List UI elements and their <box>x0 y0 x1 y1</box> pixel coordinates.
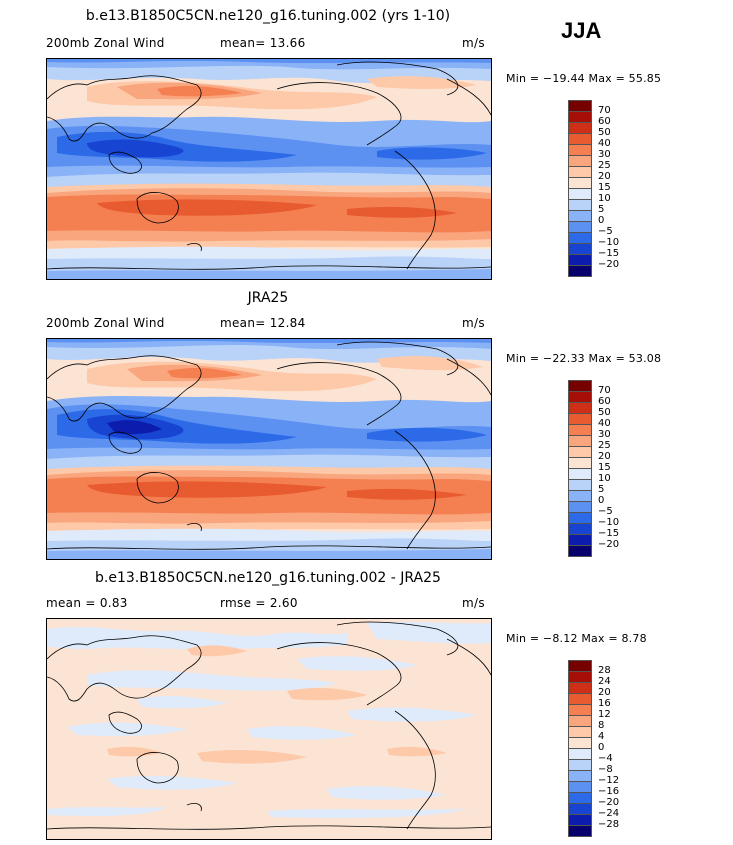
colorbar-tick-label: 5 <box>598 484 605 495</box>
colorbar-tick-label: 15 <box>598 182 611 193</box>
colorbar-tick-label: 25 <box>598 160 611 171</box>
colorbar-tick-label: −5 <box>598 506 613 517</box>
colorbar-tick-label: 20 <box>598 687 611 698</box>
panel1-variable-label: 200mb Zonal Wind <box>46 36 165 50</box>
colorbar-tick-label: −15 <box>598 248 620 259</box>
colorbar-tick-label: 16 <box>598 698 611 709</box>
panel3-title: b.e13.B1850C5CN.ne120_g16.tuning.002 - J… <box>95 570 441 586</box>
colorbar-tick-label: −5 <box>598 226 613 237</box>
colorbar-swatch <box>568 825 592 837</box>
colorbar-tick-label: 60 <box>598 116 611 127</box>
colorbar-tick-label: 0 <box>598 742 605 753</box>
colorbar-tick-label: −24 <box>598 808 620 819</box>
colorbar-tick-label: 40 <box>598 138 611 149</box>
colorbar-tick-label: 8 <box>598 720 605 731</box>
panel1-minmax: Min = −19.44 Max = 55.85 <box>506 72 662 85</box>
colorbar-tick-label: −28 <box>598 819 620 830</box>
panel3-units: m/s <box>462 596 485 610</box>
panel1-units: m/s <box>462 36 485 50</box>
panel1-title: b.e13.B1850C5CN.ne120_g16.tuning.002 (yr… <box>85 8 451 24</box>
panel2-title: JRA25 <box>247 290 289 306</box>
colorbar-tick-label: 60 <box>598 396 611 407</box>
colorbar-swatch <box>568 265 592 277</box>
panel3-map <box>46 618 492 840</box>
colorbar-tick-label: 24 <box>598 676 611 687</box>
colorbar-tick-label: 30 <box>598 429 611 440</box>
panel3-minmax: Min = −8.12 Max = 8.78 <box>506 632 647 645</box>
colorbar-tick-label: 25 <box>598 440 611 451</box>
colorbar-tick-label: −4 <box>598 753 613 764</box>
colorbar-tick-label: 50 <box>598 407 611 418</box>
colorbar-tick-label: 20 <box>598 171 611 182</box>
panel3-mean-label: mean = 0.83 <box>46 596 128 610</box>
colorbar-tick-label: −20 <box>598 259 620 270</box>
panel2-colorbar: 70 60 50 40 30 25 20 15 10 5 0 −5 −10 −15 −20 <box>568 380 619 557</box>
colorbar-tick-label: −16 <box>598 786 620 797</box>
colorbar-tick-label: 30 <box>598 149 611 160</box>
panel3-contour-field <box>47 619 491 839</box>
colorbar-tick-label: −20 <box>598 539 620 550</box>
panel1-mean-label: mean= 13.66 <box>220 36 306 50</box>
colorbar-tick-label: 70 <box>598 105 611 116</box>
colorbar-tick-label: −15 <box>598 528 620 539</box>
colorbar-tick-label: 28 <box>598 665 611 676</box>
colorbar-tick-label: 50 <box>598 127 611 138</box>
colorbar-tick-label: 5 <box>598 204 605 215</box>
panel2-variable-label: 200mb Zonal Wind <box>46 316 165 330</box>
colorbar-tick-label: −10 <box>598 237 620 248</box>
colorbar-tick-label: 12 <box>598 709 611 720</box>
colorbar-tick-label: −12 <box>598 775 620 786</box>
panel2-contour-field <box>47 339 491 559</box>
panel3-colorbar: 28 24 20 16 12 8 4 0 −4 −8 −12 −16 −20 −24 −28 <box>568 660 619 837</box>
season-label: JJA <box>561 18 602 43</box>
panel2-minmax: Min = −22.33 Max = 53.08 <box>506 352 662 365</box>
colorbar-tick-label: 10 <box>598 193 611 204</box>
panel2-mean-label: mean= 12.84 <box>220 316 306 330</box>
colorbar-tick-label: 0 <box>598 495 605 506</box>
colorbar-tick-label: −8 <box>598 764 613 775</box>
colorbar-tick-label: 4 <box>598 731 605 742</box>
panel1-map <box>46 58 492 280</box>
colorbar-tick-label: 10 <box>598 473 611 484</box>
colorbar-tick-label: 70 <box>598 385 611 396</box>
panel1-colorbar: 70 60 50 40 30 25 20 15 10 5 0 −5 −10 −15 −20 <box>568 100 619 277</box>
colorbar-tick-label: 20 <box>598 451 611 462</box>
panel1-contour-field <box>47 59 491 279</box>
panel3-rmse-label: rmse = 2.60 <box>220 596 298 610</box>
panel2-map <box>46 338 492 560</box>
colorbar-tick-label: 15 <box>598 462 611 473</box>
panel2-units: m/s <box>462 316 485 330</box>
colorbar-tick-label: 40 <box>598 418 611 429</box>
colorbar-tick-label: −10 <box>598 517 620 528</box>
colorbar-tick-label: −20 <box>598 797 620 808</box>
colorbar-tick-label: 0 <box>598 215 605 226</box>
colorbar-swatch <box>568 545 592 557</box>
